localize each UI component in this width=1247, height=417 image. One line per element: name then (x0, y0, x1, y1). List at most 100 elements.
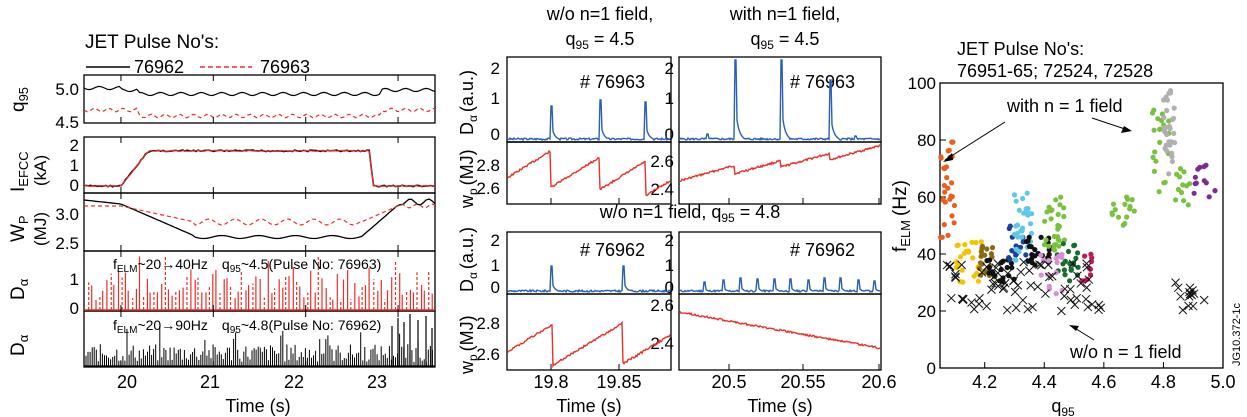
right-cross (1076, 279, 1086, 288)
right-point (1006, 255, 1012, 261)
iefcc-trace-76963 (83, 149, 436, 188)
mid-xlabel-right: Time (s) (747, 396, 812, 416)
right-point (1178, 189, 1185, 196)
annot-with-arrowhead-right (1121, 126, 1132, 133)
left-xtick-21: 21 (200, 372, 220, 392)
right-point (1195, 166, 1201, 172)
right-cross (1024, 266, 1034, 275)
right-point (954, 242, 960, 249)
right-cross (1094, 300, 1104, 310)
right-cross (989, 272, 999, 282)
right-cross (998, 284, 1008, 294)
right-cross (1082, 262, 1092, 272)
right-cross (1009, 276, 1019, 285)
right-point (965, 249, 972, 255)
right-cross (1060, 284, 1070, 294)
mid-br-ytick-2.4: 2.4 (650, 334, 674, 353)
right-cross (1184, 301, 1193, 311)
right-cross (1016, 267, 1026, 277)
right-yticks: 100 80 60 40 20 0 (908, 74, 946, 378)
right-cross (974, 299, 984, 309)
right-cross (1184, 292, 1194, 301)
mid-xlabel-left: Time (s) (556, 396, 621, 416)
mid-wp-ylabel-top: wp(MJ) (457, 149, 480, 209)
right-point (1009, 248, 1015, 254)
right-point (1055, 222, 1061, 229)
right-point (1177, 166, 1184, 172)
right-ylabel: fELM(Hz) (890, 180, 913, 252)
right-cross (1044, 272, 1054, 282)
mid-tr-ytick-2.4: 2.4 (650, 180, 674, 199)
mid-title-2-line1: with n=1 field, (729, 4, 841, 24)
right-point (1181, 169, 1187, 175)
mid-br-pulse-label: # 76962 (790, 240, 855, 260)
mid-tr-ytick-1: 1 (665, 89, 674, 108)
right-point (988, 251, 995, 257)
mid-bl-ytick-2.6: 2.6 (476, 345, 500, 364)
right-cross (945, 262, 955, 272)
right-point (949, 213, 955, 219)
q95-ytick-5.0: 5.0 (55, 80, 79, 99)
right-point (1169, 154, 1175, 160)
right-cross (1041, 289, 1050, 299)
right-cross (1178, 305, 1188, 315)
mid-bl-da-trace (507, 265, 671, 294)
mid-bl-ytick-1: 1 (491, 256, 500, 275)
iefcc-ytick-1: 1 (70, 156, 79, 175)
mid-tl-ytick-1: 1 (491, 89, 500, 108)
right-point (978, 249, 985, 255)
iefcc-trace-76962 (83, 149, 435, 188)
right-point (987, 257, 993, 263)
right-point (1201, 178, 1207, 184)
right-point (1051, 233, 1057, 240)
annot-without-arrowhead (1069, 325, 1079, 331)
right-point (979, 261, 985, 267)
mid-da-ylabel-top: Dα(a.u.) (457, 70, 480, 135)
annot-with-arrow-left (944, 121, 1006, 161)
right-points (938, 88, 1218, 297)
mid-tl-wp-frame (506, 141, 672, 205)
da1-ytick-1: 1 (70, 270, 79, 289)
right-point (1171, 130, 1177, 136)
mid-wp-ylabel-bot: wp(MJ) (457, 315, 480, 375)
da2-spikes (84, 314, 435, 367)
right-point (1203, 162, 1209, 168)
right-xtick-label: 4.6 (1091, 372, 1116, 392)
right-xtick-label: 5.0 (1210, 372, 1235, 392)
right-point (941, 165, 947, 171)
right-panel: JET Pulse No's: 76951-65; 72524, 72528 f… (890, 39, 1243, 417)
mid-bl-wp-frame (506, 293, 672, 371)
left-xtick-23: 23 (367, 372, 387, 392)
right-point (1053, 197, 1059, 203)
right-point (1110, 201, 1117, 207)
mid-title-center: w/o n=1 field, q95 = 4.8 (599, 202, 781, 225)
right-point (1009, 265, 1015, 271)
right-point (1062, 258, 1068, 264)
mid-title-2-line2: q95 = 4.5 (751, 29, 820, 52)
iefcc-panel-frame (83, 136, 436, 194)
right-point (1075, 250, 1081, 256)
da1-ylabel: Dα (8, 278, 31, 300)
right-cross (951, 273, 960, 283)
right-point (978, 253, 984, 259)
legend-label-76962: 76962 (134, 57, 184, 77)
middle-panels: w/o n=1 field, q95 = 4.5 with n=1 field,… (457, 4, 897, 416)
right-point (1051, 242, 1057, 248)
da1-annotation: fELM~20→40Hz q95~4.5(Pulse No: 76963) (113, 256, 381, 275)
right-cross (1057, 306, 1066, 316)
right-cross (1068, 259, 1078, 269)
right-cross (958, 295, 968, 305)
right-point (1046, 258, 1052, 264)
right-point (1171, 105, 1177, 111)
right-point (1131, 208, 1137, 214)
right-point (1029, 260, 1035, 266)
mid-tr-wp-trace (679, 144, 881, 183)
right-point (973, 239, 979, 246)
right-point (1115, 214, 1122, 220)
mid-tl-ytick-2.8: 2.8 (476, 156, 500, 175)
right-point (938, 154, 944, 160)
mid-bl-wp-trace (507, 320, 671, 369)
figure-code: JG10.372-1c (1231, 303, 1243, 366)
right-point (953, 259, 960, 265)
right-point (1007, 223, 1013, 229)
